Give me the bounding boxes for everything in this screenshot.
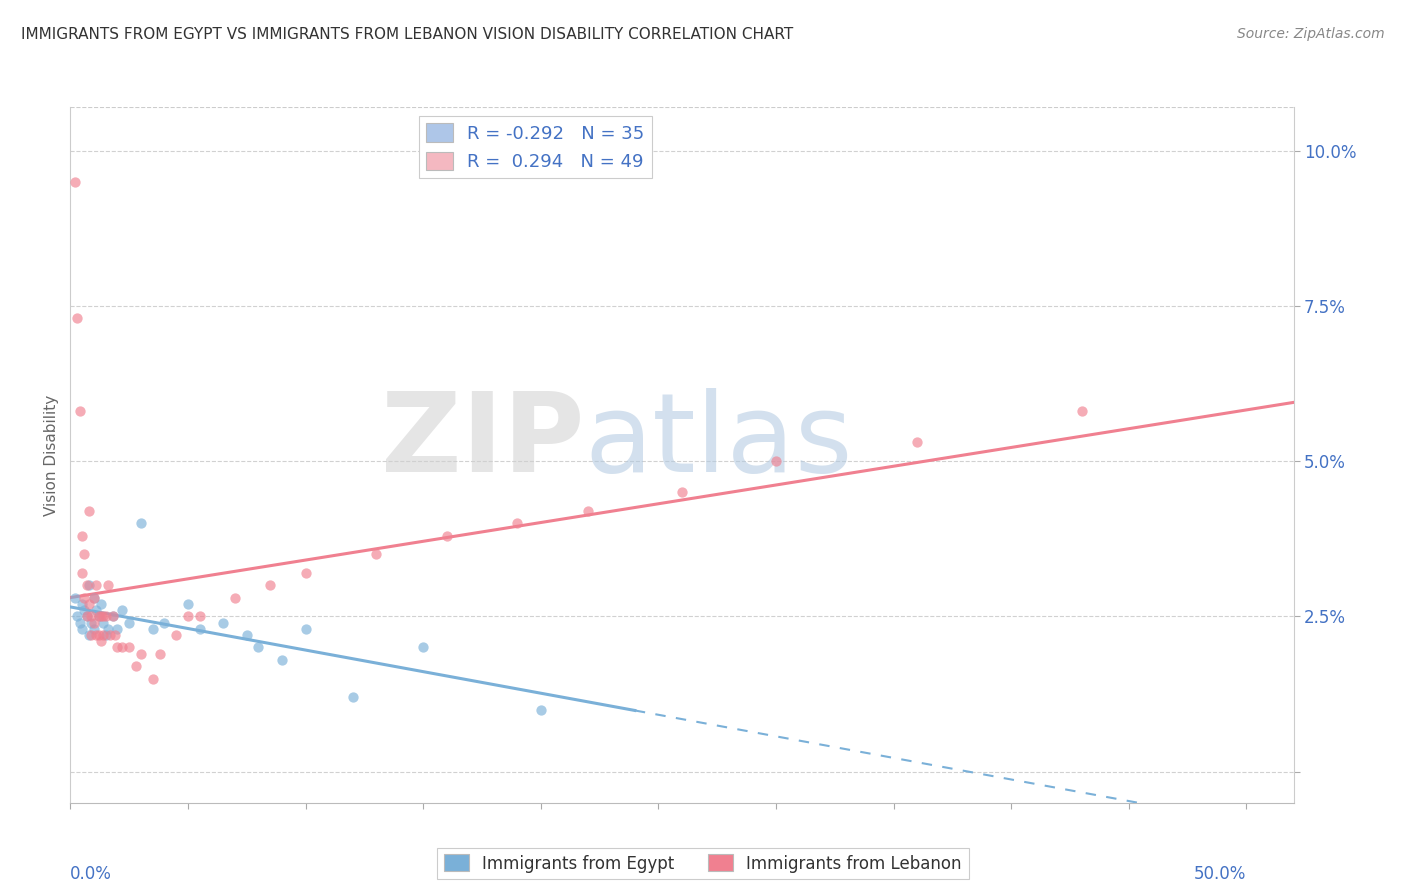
Point — [125, 659, 148, 673]
Text: Source: ZipAtlas.com: Source: ZipAtlas.com — [1237, 27, 1385, 41]
Point — [129, 647, 152, 661]
Point — [94, 609, 117, 624]
Point — [90, 597, 112, 611]
Point — [91, 609, 114, 624]
Point — [66, 311, 89, 326]
Point — [83, 622, 105, 636]
Text: IMMIGRANTS FROM EGYPT VS IMMIGRANTS FROM LEBANON VISION DISABILITY CORRELATION C: IMMIGRANTS FROM EGYPT VS IMMIGRANTS FROM… — [21, 27, 793, 42]
Point — [97, 622, 120, 636]
Text: ZIP: ZIP — [381, 387, 583, 494]
Point — [294, 566, 316, 580]
Point — [84, 628, 107, 642]
Point — [80, 615, 103, 630]
Point — [104, 628, 127, 642]
Point — [436, 529, 458, 543]
Point — [412, 640, 434, 655]
Point — [73, 591, 96, 605]
Point — [80, 628, 103, 642]
Point — [765, 454, 787, 468]
Point — [70, 566, 93, 580]
Point — [70, 529, 93, 543]
Point — [94, 628, 117, 642]
Point — [165, 628, 187, 642]
Point — [105, 622, 128, 636]
Point — [905, 435, 928, 450]
Point — [118, 615, 141, 630]
Point — [77, 628, 100, 642]
Point — [91, 615, 114, 630]
Y-axis label: Vision Disability: Vision Disability — [44, 394, 59, 516]
Point — [70, 597, 93, 611]
Point — [142, 622, 165, 636]
Point — [87, 609, 110, 624]
Point — [73, 603, 96, 617]
Text: 50.0%: 50.0% — [1194, 865, 1247, 883]
Point — [83, 591, 105, 605]
Point — [671, 485, 693, 500]
Point — [105, 640, 128, 655]
Point — [177, 609, 200, 624]
Point — [247, 640, 270, 655]
Point — [188, 609, 211, 624]
Text: 0.0%: 0.0% — [70, 865, 112, 883]
Point — [1070, 404, 1092, 418]
Legend: R = -0.292   N = 35, R =  0.294   N = 49: R = -0.292 N = 35, R = 0.294 N = 49 — [419, 116, 652, 178]
Point — [101, 609, 124, 624]
Point — [76, 609, 98, 624]
Point — [84, 603, 107, 617]
Point — [149, 647, 172, 661]
Point — [87, 609, 110, 624]
Point — [271, 653, 294, 667]
Point — [177, 597, 200, 611]
Point — [90, 634, 112, 648]
Point — [90, 609, 112, 624]
Point — [70, 622, 93, 636]
Point — [76, 609, 98, 624]
Point — [224, 591, 246, 605]
Point — [80, 609, 103, 624]
Text: atlas: atlas — [583, 387, 852, 494]
Point — [188, 622, 211, 636]
Point — [97, 578, 120, 592]
Point — [91, 628, 114, 642]
Point — [142, 672, 165, 686]
Point — [366, 547, 388, 561]
Point — [101, 609, 124, 624]
Point — [69, 615, 91, 630]
Point — [342, 690, 364, 705]
Point — [77, 504, 100, 518]
Point — [153, 615, 176, 630]
Point — [66, 609, 89, 624]
Point — [84, 578, 107, 592]
Point — [294, 622, 316, 636]
Point — [98, 628, 121, 642]
Point — [530, 703, 553, 717]
Point — [111, 640, 134, 655]
Point — [576, 504, 599, 518]
Point — [506, 516, 529, 531]
Point — [118, 640, 141, 655]
Legend: Immigrants from Egypt, Immigrants from Lebanon: Immigrants from Egypt, Immigrants from L… — [437, 847, 969, 880]
Point — [212, 615, 235, 630]
Point — [83, 591, 105, 605]
Point — [69, 404, 91, 418]
Point — [111, 603, 134, 617]
Point — [77, 578, 100, 592]
Point — [83, 615, 105, 630]
Point — [73, 547, 96, 561]
Point — [63, 175, 86, 189]
Point — [63, 591, 86, 605]
Point — [129, 516, 152, 531]
Point — [77, 597, 100, 611]
Point — [259, 578, 281, 592]
Point — [76, 578, 98, 592]
Point — [235, 628, 257, 642]
Point — [87, 628, 110, 642]
